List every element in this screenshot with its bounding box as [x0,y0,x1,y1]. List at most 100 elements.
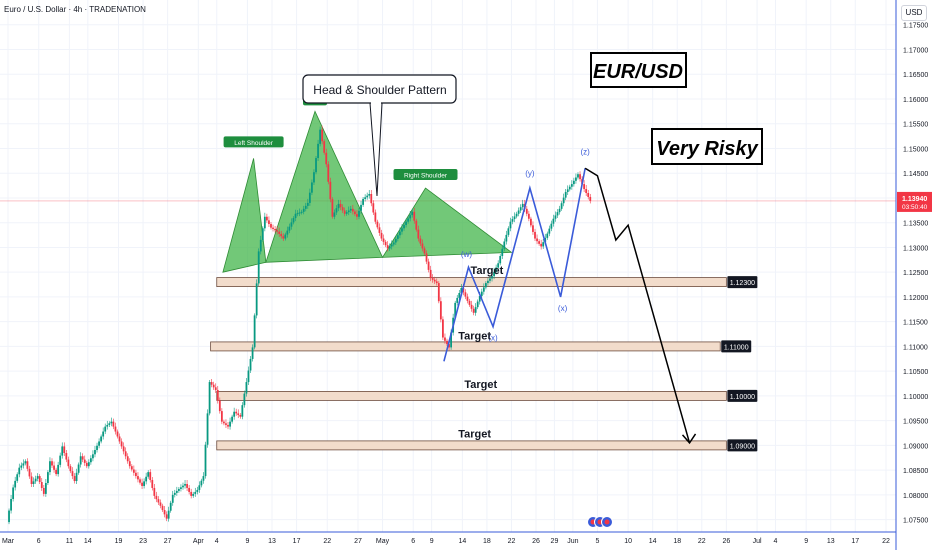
candle-body [139,479,141,483]
candle-body [79,456,82,465]
candle-body [335,208,338,213]
candle-body [173,492,176,495]
candle-body [421,243,424,249]
candle-body [284,234,287,239]
candle-body [73,476,76,482]
candle-body [249,358,252,371]
candle-body [484,283,487,288]
candle-body [247,370,250,383]
candle-body [411,211,414,216]
candle-body [556,212,559,216]
candle-body [311,182,313,193]
candle-body [331,199,334,217]
candle-body [89,458,92,463]
candle-body [589,196,592,201]
candle-body [521,203,524,208]
candle-body [288,226,291,231]
candle-body [65,452,68,460]
x-tick-label: May [376,538,390,545]
wave-label: (x) [558,304,568,313]
candle-body [208,382,211,414]
candle-body [456,297,459,303]
candle-body [487,280,489,284]
candle-body [255,283,258,316]
candle-body [194,491,197,494]
candle-body [124,451,127,457]
y-tick-label: 1.08000 [903,493,928,500]
candle-body [464,292,467,297]
wave-label: (z) [580,147,590,156]
candle-body [530,218,532,226]
candle-body [474,307,477,313]
candle-body [67,459,70,467]
candle-body [425,253,428,262]
candle-body [22,463,25,466]
candle-body [354,211,356,215]
candle-body [546,233,549,238]
x-tick-label: Apr [193,538,205,545]
candle-body [343,210,346,214]
candle-body [507,228,510,235]
x-tick-label: 26 [722,538,730,545]
pair-box [590,52,687,88]
candle-body [77,464,80,473]
candle-body [417,229,420,239]
candle-body [57,464,60,475]
y-tick-label: 1.14500 [903,171,928,178]
x-tick-label: 9 [804,538,808,545]
x-tick-label: 9 [430,538,434,545]
candle-body [8,510,10,523]
candle-body [552,218,555,224]
candle-body [135,472,137,477]
candle-body [423,248,426,254]
candle-body [302,208,305,212]
current-price-label: 1.13940 [902,196,927,203]
candle-body [407,218,410,222]
candle-body [132,469,135,473]
candle-body [372,203,375,213]
candle-body [161,505,164,511]
candle-body [364,197,367,199]
candle-body [433,279,436,282]
candle-body [116,431,119,437]
candle-body [572,180,575,185]
candle-body [282,236,285,239]
candle-body [333,212,336,217]
candle-body [114,426,117,432]
candle-body [118,436,121,442]
candle-body [87,462,90,467]
candle-body [499,256,502,264]
candle-body [362,198,364,205]
candle-body [18,467,21,475]
candle-body [53,465,55,470]
candle-body [100,436,103,442]
candle-body [280,233,283,237]
x-tick-label: 18 [673,538,681,545]
candle-body [165,514,168,519]
candle-body [81,456,84,460]
x-tick-label: 13 [827,538,835,545]
candle-body [587,193,590,197]
x-tick-label: 22 [882,538,890,545]
target-zone [216,277,727,287]
candle-body [180,487,182,489]
candle-body [198,485,201,490]
candle-body [392,242,395,245]
candle-body [491,276,493,279]
wave-label: (y) [525,169,535,178]
chart-labels: Target Target Target Target Head & Shoulder … [302,52,763,528]
currency-button[interactable]: USD [901,5,927,21]
candle-body [233,411,236,417]
candle-body [182,485,184,488]
x-tick-label: 5 [595,538,599,545]
candle-body [497,263,500,268]
y-tick-label: 1.07500 [903,518,928,525]
candle-body [458,292,461,298]
candle-body [196,489,199,492]
candle-body [509,221,512,229]
candle-body [268,220,270,225]
wave-path: (w) (x) (y) (x) (z) [443,147,590,362]
candle-body [388,246,391,249]
candle-body [298,212,301,214]
